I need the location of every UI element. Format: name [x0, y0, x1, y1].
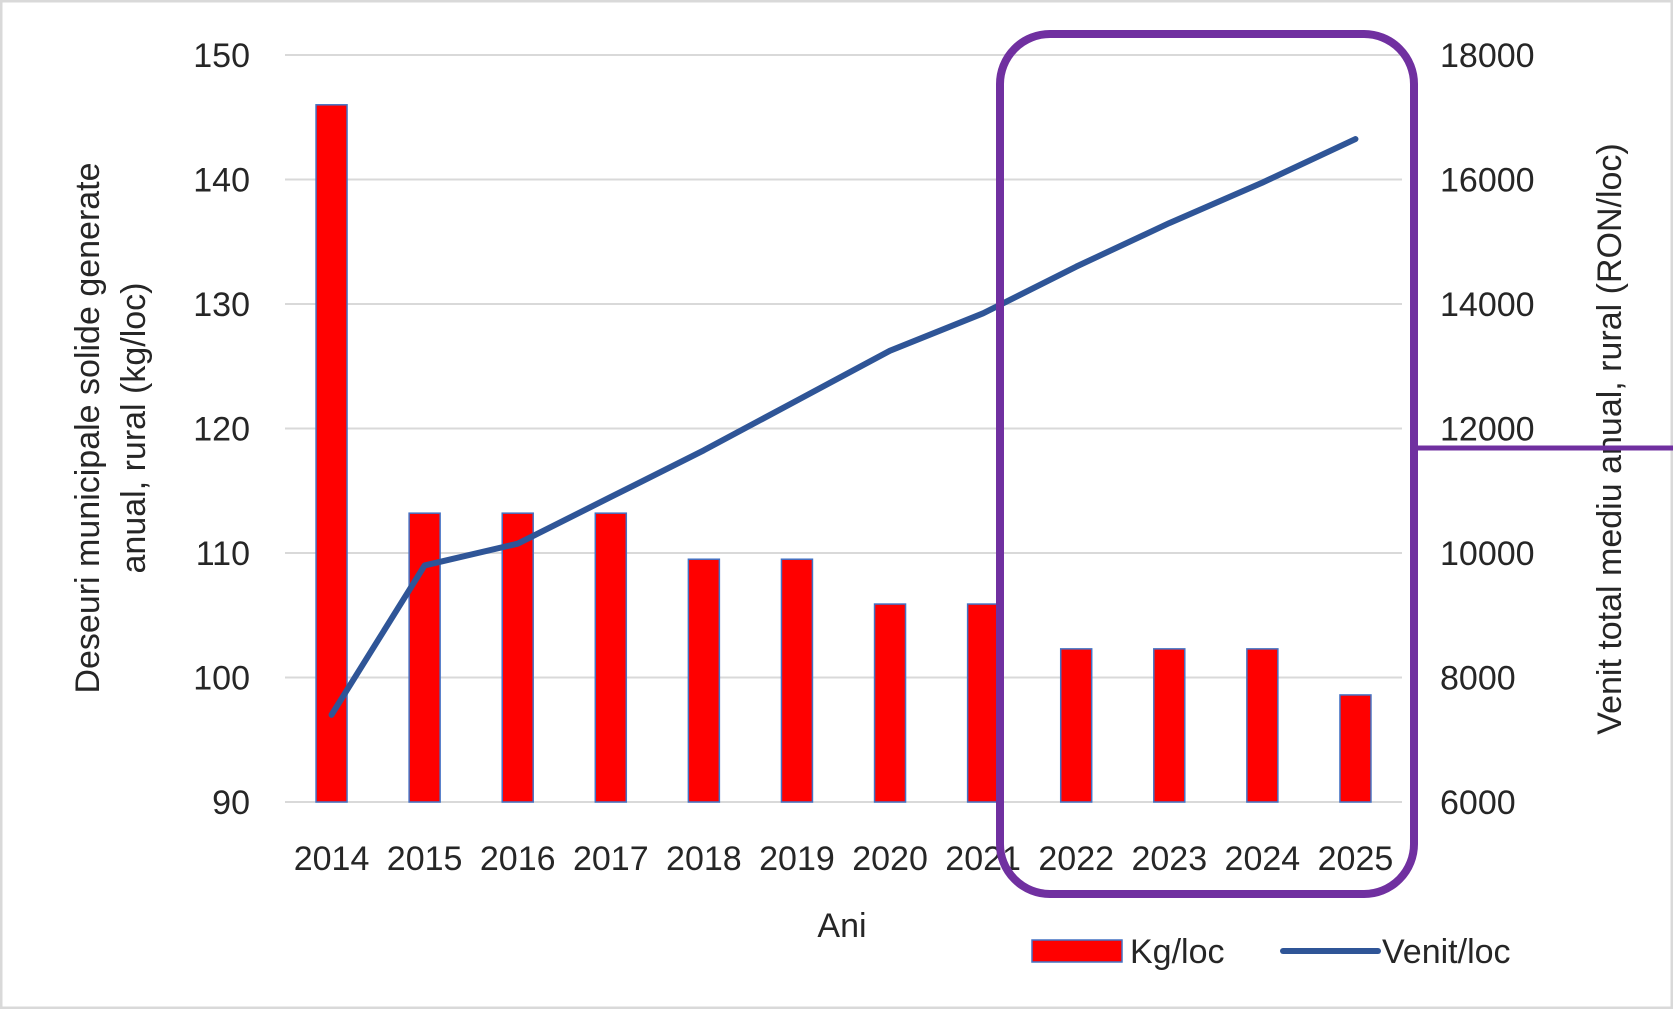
- left-tick-label: 120: [193, 411, 250, 449]
- bar-kg-2019: [780, 558, 814, 803]
- bar-kg-2021: [966, 603, 1000, 803]
- bar-kg-2022: [1059, 648, 1093, 803]
- line-point-venit-2016: [517, 543, 519, 545]
- x-tick-label: 2023: [1131, 840, 1207, 878]
- right-tick-label: 12000: [1440, 411, 1535, 449]
- line-point-venit-2020: [889, 350, 891, 352]
- line-series: [328, 136, 1359, 718]
- right-tick-label: 10000: [1440, 535, 1535, 573]
- bar-kg-2017: [594, 512, 628, 803]
- left-axis-title: Deseuri municipale solide generate anual…: [69, 162, 153, 693]
- x-tick-label: 2024: [1225, 840, 1301, 878]
- x-tick-label: 2014: [294, 840, 370, 878]
- left-axis-title-line-1: Deseuri municipale solide generate: [69, 162, 107, 693]
- x-tick-label: 2016: [480, 840, 556, 878]
- x-tick-label: 2018: [666, 840, 742, 878]
- bar-kg-2023: [1153, 648, 1186, 803]
- bar-kg-2015: [408, 512, 441, 803]
- left-axis-ticks: 90 100 110 120 130 140 150: [193, 37, 250, 822]
- x-tick-label: 2020: [852, 840, 928, 878]
- left-tick-label: 130: [193, 286, 250, 324]
- left-tick-label: 140: [193, 162, 250, 200]
- bar-kg-2025: [1339, 694, 1372, 803]
- x-axis-ticks: 2014 2015 2016 2017 2018 2019 2020 2021 2022 2023…: [294, 840, 1394, 878]
- bar-kg-2014: [315, 104, 348, 803]
- line-point-venit-2021: [982, 312, 984, 314]
- bar-kg-2018: [687, 558, 721, 803]
- line-point-venit-2023: [1168, 222, 1170, 224]
- right-tick-label: 14000: [1440, 286, 1535, 324]
- line-point-venit-2015: [424, 564, 426, 566]
- right-tick-label: 18000: [1440, 37, 1535, 75]
- right-tick-label: 6000: [1440, 784, 1516, 822]
- bar-kg-2020: [873, 603, 907, 803]
- x-tick-label: 2017: [573, 840, 649, 878]
- line-point-venit-2025: [1354, 138, 1356, 140]
- right-axis-title: Venit total mediu anual, rural (RON/loc): [1591, 143, 1629, 734]
- x-axis-title: Ani: [817, 907, 866, 945]
- line-point-venit-2024: [1261, 182, 1263, 184]
- line-point-venit-2017: [610, 496, 612, 498]
- legend-label-venit: Venit/loc: [1382, 933, 1511, 971]
- left-tick-label: 100: [193, 660, 250, 698]
- line-point-venit-2014: [331, 714, 333, 716]
- left-tick-label: 90: [212, 784, 250, 822]
- right-axis-ticks: 6000 8000 10000 12000 14000 16000 18000: [1440, 37, 1535, 822]
- legend: Kg/loc Venit/loc: [1031, 933, 1511, 971]
- line-venit: [328, 136, 1359, 718]
- line-point-venit-2019: [796, 399, 798, 401]
- x-tick-label: 2022: [1038, 840, 1114, 878]
- highlight-box: [996, 30, 1418, 898]
- line-point-venit-2022: [1075, 266, 1077, 268]
- x-tick-label: 2019: [759, 840, 835, 878]
- left-tick-label: 150: [193, 37, 250, 75]
- left-tick-label: 110: [196, 535, 250, 573]
- line-point-venit-2018: [703, 449, 705, 451]
- legend-label-kg: Kg/loc: [1130, 933, 1225, 971]
- left-axis-title-line-2: anual, rural (kg/loc): [115, 282, 153, 573]
- bar-kg-2016: [501, 512, 534, 803]
- right-tick-label: 8000: [1440, 660, 1516, 698]
- right-tick-label: 16000: [1440, 162, 1535, 200]
- x-tick-label: 2025: [1318, 840, 1394, 878]
- bar-kg-2024: [1246, 648, 1279, 803]
- x-tick-label: 2015: [387, 840, 463, 878]
- legend-swatch-kg: [1031, 939, 1123, 963]
- highlight-annotation: [996, 30, 1673, 898]
